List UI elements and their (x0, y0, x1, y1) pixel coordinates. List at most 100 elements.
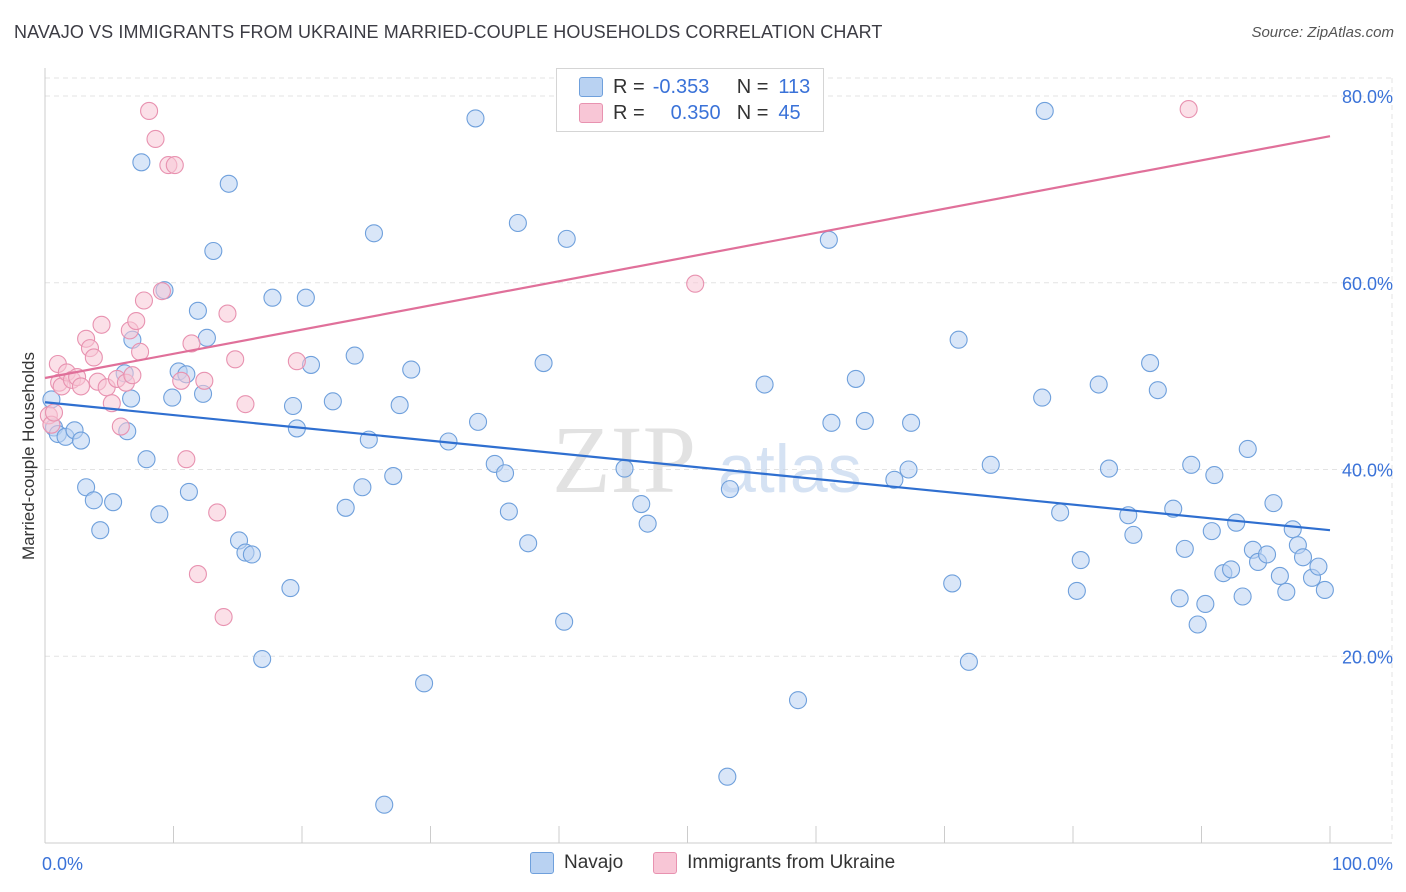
n-value: 113 (778, 75, 811, 98)
watermark: ZIP atlas (552, 406, 862, 513)
r-value: 0.350 (670, 101, 721, 124)
navajo-point (499, 502, 518, 521)
navajo-point (122, 389, 141, 408)
y-tick-label: 20.0% (1342, 647, 1393, 667)
navajo-point (390, 396, 409, 415)
ukraine-point (208, 503, 227, 522)
r-label: R = (613, 75, 645, 98)
navajo-point (495, 464, 515, 483)
ukraine-point (127, 311, 146, 331)
navajo-point (384, 466, 403, 486)
navajo-point (466, 109, 485, 128)
series-legend: Navajo Immigrants from Ukraine (530, 852, 925, 874)
navajo-point (1222, 560, 1241, 579)
navajo-point (1188, 615, 1207, 634)
navajo-point (242, 545, 261, 564)
ukraine-point (1179, 100, 1198, 119)
x-tick-label-right: 100.0% (1332, 854, 1393, 874)
ukraine-point (188, 565, 207, 584)
navajo-point (555, 612, 574, 631)
n-value: 45 (778, 101, 801, 124)
navajo-point (1071, 551, 1090, 570)
ukraine-point (172, 371, 191, 390)
navajo-point (855, 411, 874, 431)
ukraine-point (123, 366, 142, 385)
navajo-point (219, 174, 238, 193)
navajo-point (132, 153, 151, 172)
ukraine-point (226, 350, 245, 369)
ukraine-point (182, 334, 201, 353)
ukraine-point (146, 129, 165, 149)
navajo-point (943, 574, 962, 593)
navajo-point (1051, 503, 1070, 522)
ukraine-legend-swatch (653, 852, 678, 874)
navajo-point (1164, 499, 1183, 518)
navajo-point (375, 795, 394, 814)
navajo-point (534, 354, 553, 373)
navajo-point (1035, 101, 1054, 121)
legend-item-navajo: Navajo (530, 852, 623, 874)
navajo-point (1202, 522, 1221, 541)
navajo-point (822, 413, 841, 432)
navajo-legend-swatch (530, 852, 554, 874)
navajo-point (353, 478, 372, 497)
y-axis-title: Married-couple Households (19, 352, 38, 560)
navajo-point (1089, 375, 1108, 394)
navajo-point (197, 328, 216, 347)
navajo-point (1175, 539, 1194, 558)
ukraine-point (111, 417, 130, 436)
navajo-point (104, 493, 123, 512)
n-label: N = (736, 75, 769, 98)
navajo-point (323, 392, 342, 411)
ukraine-point (44, 403, 64, 422)
stats-row-ukraine: R = 0.350 N = 45 (579, 100, 801, 126)
navajo-point (1205, 466, 1224, 485)
navajo-point (263, 288, 282, 307)
ukraine-point (152, 282, 171, 301)
navajo-point (71, 431, 91, 450)
source-note: Source: ZipAtlas.com (1251, 24, 1394, 41)
navajo-point (949, 330, 968, 349)
navajo-point (415, 674, 434, 693)
ukraine-point (177, 450, 196, 469)
ukraine-point (218, 304, 237, 323)
navajo-point (1257, 545, 1277, 564)
navajo-point (336, 498, 355, 517)
n-label: N = (736, 101, 769, 124)
y-tick-label: 40.0% (1342, 461, 1393, 481)
navajo-point (632, 495, 651, 514)
ukraine-point (71, 377, 91, 396)
navajo-point (899, 460, 918, 479)
points-layer (39, 100, 1334, 814)
navajo-trend-line (44, 401, 1331, 532)
navajo-point (819, 230, 838, 249)
navajo-point (283, 396, 303, 416)
ukraine-point (236, 395, 255, 414)
r-label: R = (613, 101, 645, 124)
ukraine-swatch (579, 103, 603, 123)
legend-label-ukraine: Immigrants from Ukraine (687, 852, 896, 873)
ukraine-point (287, 352, 306, 371)
y-tick-label: 60.0% (1342, 274, 1393, 294)
navajo-point (281, 579, 300, 598)
ukraine-point (131, 342, 150, 361)
navajo-point (1067, 581, 1086, 600)
navajo-point (364, 224, 384, 243)
labels-layer: 20.0% 40.0% 60.0% 80.0% 0.0% 100.0% Married-co… (19, 87, 1393, 874)
navajo-point (902, 413, 921, 432)
ukraine-point (134, 291, 153, 310)
legend-item-ukraine: Immigrants from Ukraine (653, 852, 895, 874)
navajo-point (959, 652, 978, 671)
ukraine-point (92, 315, 111, 334)
navajo-point (179, 482, 198, 501)
stats-legend: R = -0.353 N = 113 R = 0.350 N = 45 (556, 68, 824, 132)
navajo-point (1283, 520, 1302, 539)
x-tick-label-left: 0.0% (42, 854, 83, 874)
navajo-point (345, 346, 364, 365)
navajo-point (788, 691, 808, 710)
navajo-point (1196, 594, 1215, 614)
y-tick-label: 80.0% (1342, 87, 1393, 107)
navajo-swatch (579, 77, 603, 97)
navajo-point (91, 521, 110, 540)
